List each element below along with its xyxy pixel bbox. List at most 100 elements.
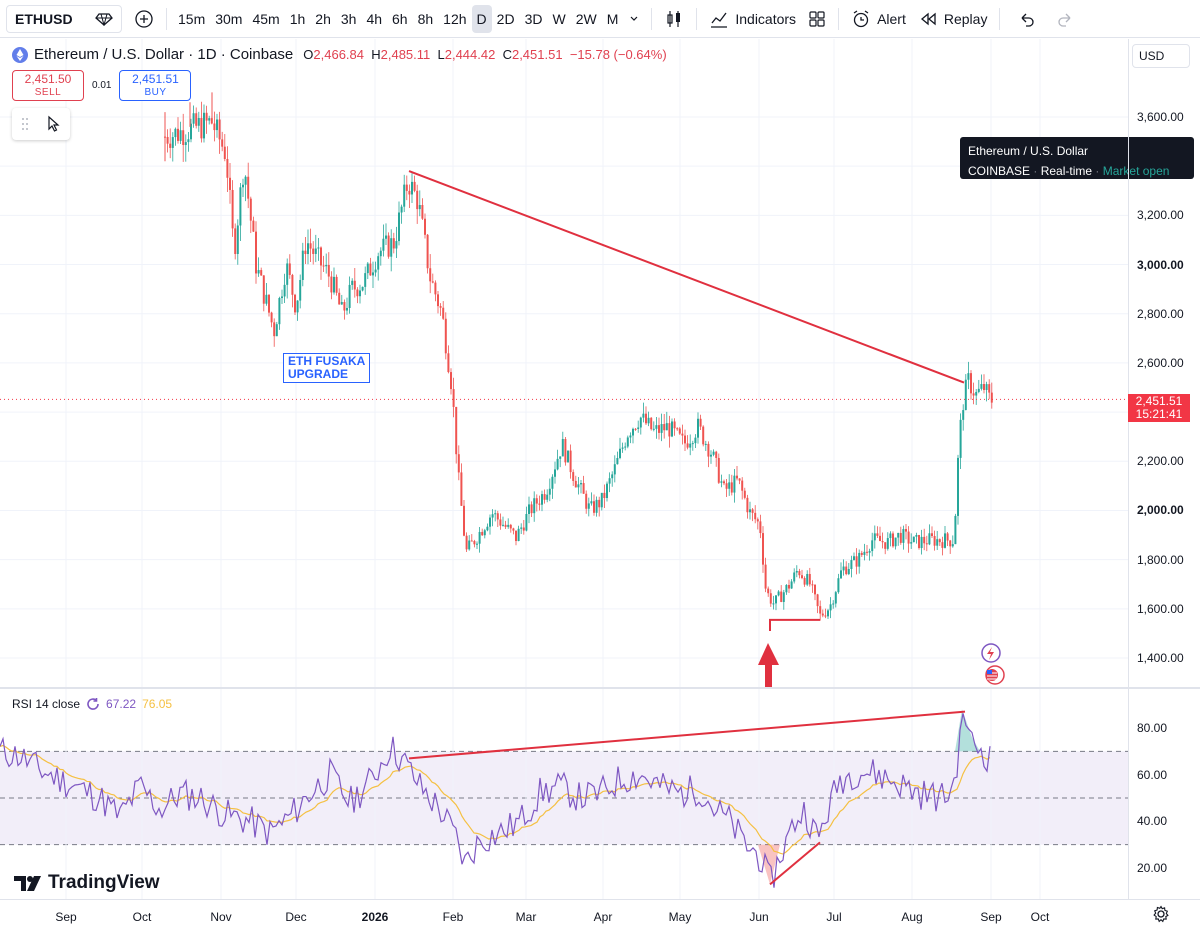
interval-15m[interactable]: 15m — [178, 10, 206, 27]
interval-2w[interactable]: 2W — [575, 10, 597, 27]
candle-body — [405, 184, 408, 191]
interval-4h[interactable]: 4h — [366, 10, 383, 27]
interval-2h[interactable]: 2h — [315, 10, 331, 27]
candle-body — [858, 552, 861, 567]
tooltip-feed: Real-time — [1040, 164, 1093, 178]
interval-6h[interactable]: 6h — [392, 10, 408, 27]
gear-icon[interactable] — [1152, 905, 1170, 923]
candle-body — [790, 581, 793, 589]
candle-body — [335, 276, 338, 293]
price-tick-label: 1,400.00 — [1137, 651, 1184, 665]
redo-button[interactable] — [1050, 5, 1080, 33]
candle-body — [361, 286, 364, 291]
interval-2d[interactable]: 2D — [496, 10, 515, 27]
candle-body — [645, 413, 647, 424]
candle-body — [697, 418, 699, 438]
pane-divider[interactable] — [0, 687, 1200, 689]
candle-body — [242, 184, 244, 188]
sell-button[interactable]: 2,451.50 SELL — [12, 70, 84, 101]
change-value: −15.78 (−0.64%) — [569, 47, 667, 62]
rsi-pane[interactable] — [0, 689, 1128, 899]
candle-body — [390, 238, 393, 257]
layouts-button[interactable] — [802, 5, 832, 33]
cursor-icon[interactable] — [46, 115, 62, 133]
candle-body — [476, 543, 478, 545]
buy-button[interactable]: 2,451.51 BUY — [119, 70, 192, 101]
add-symbol-button[interactable] — [128, 5, 160, 33]
replay-button[interactable]: Replay — [912, 5, 994, 33]
candle-body — [803, 578, 806, 585]
candle-body — [723, 481, 725, 484]
candle-body — [346, 307, 348, 311]
candle-body — [590, 501, 593, 504]
interval-1h[interactable]: 1h — [289, 10, 306, 27]
candle-body — [377, 256, 380, 270]
toolbar-divider — [166, 7, 167, 30]
interval-8h[interactable]: 8h — [417, 10, 434, 27]
candle-body — [421, 205, 424, 219]
fusaka-annotation[interactable]: ETH FUSAKA UPGRADE — [283, 353, 371, 383]
candle-body — [754, 512, 757, 520]
drag-handle-icon[interactable] — [21, 117, 29, 131]
undo-icon — [1018, 10, 1036, 28]
interval-m[interactable]: M — [606, 10, 619, 27]
candle-body — [299, 279, 302, 301]
toolbar-divider — [999, 7, 1001, 30]
price-tick-label: 1,600.00 — [1137, 601, 1184, 616]
candle-body — [650, 417, 653, 430]
candle-body — [210, 118, 213, 124]
candle-body — [483, 530, 486, 536]
symbol-search[interactable]: ETHUSD — [6, 4, 122, 33]
interval-dropdown-button[interactable] — [623, 5, 645, 33]
event-markers[interactable] — [978, 643, 1012, 692]
indicators-button[interactable]: Indicators — [703, 5, 802, 33]
trade-panel: 2,451.50 SELL 0.01 2,451.51 BUY — [12, 70, 192, 101]
rsi-chart-svg — [0, 689, 1128, 899]
interval-3d[interactable]: 3D — [524, 10, 543, 27]
candle-body — [585, 493, 588, 509]
buy-price: 2,451.51 — [132, 72, 179, 86]
candle-body — [387, 235, 390, 257]
interval-45m[interactable]: 45m — [252, 10, 280, 27]
candle-body — [710, 454, 712, 457]
time-tick-label: Feb — [442, 910, 464, 924]
candle-body — [364, 273, 367, 287]
undo-button[interactable] — [1012, 5, 1042, 33]
rsi-axis[interactable]: 80.00 60.00 40.00 20.00 — [1128, 689, 1200, 899]
candle-body — [525, 514, 528, 531]
candle-body — [275, 324, 278, 337]
us-flag-icon — [985, 665, 1005, 685]
interval-30m[interactable]: 30m — [215, 10, 243, 27]
alert-button[interactable]: Alert — [845, 5, 912, 33]
candle-body — [517, 528, 520, 542]
chart-type-button[interactable] — [658, 5, 690, 33]
tooltip-sep: · — [1033, 164, 1041, 178]
candle-body — [629, 435, 632, 438]
candle-body — [751, 509, 754, 513]
candle-body — [624, 446, 627, 448]
candle-body — [234, 228, 237, 255]
candle-body — [660, 424, 663, 433]
candle-body — [832, 603, 835, 605]
candle-body — [634, 428, 637, 430]
interval-3h[interactable]: 3h — [340, 10, 357, 27]
candle-body — [988, 384, 991, 393]
candle-body — [931, 533, 933, 537]
interval-12h[interactable]: 12h — [443, 10, 467, 27]
candle-body — [200, 117, 203, 139]
candle-body — [554, 469, 556, 477]
redo-icon — [1056, 10, 1074, 28]
candle-body — [647, 417, 650, 424]
candle-body — [262, 275, 265, 304]
candle-body — [543, 494, 546, 500]
interval-d[interactable]: D — [471, 4, 492, 33]
last-price-tag: 2,451.51 15:21:41 — [1128, 394, 1190, 422]
candle-body — [301, 250, 304, 280]
candle-body — [626, 437, 629, 447]
price-axis[interactable]: 3,600.00 3,200.00 3,000.00 2,800.00 2,600.00… — [1128, 39, 1200, 687]
time-axis[interactable]: Sep Oct Nov Dec 2026 Feb Mar Apr May Jun Jul Aug Sep… — [0, 899, 1200, 933]
currency-select[interactable]: USD — [1132, 44, 1190, 68]
interval-w[interactable]: W — [552, 10, 566, 27]
candle-body — [915, 535, 918, 537]
price-pane[interactable] — [0, 39, 1128, 687]
